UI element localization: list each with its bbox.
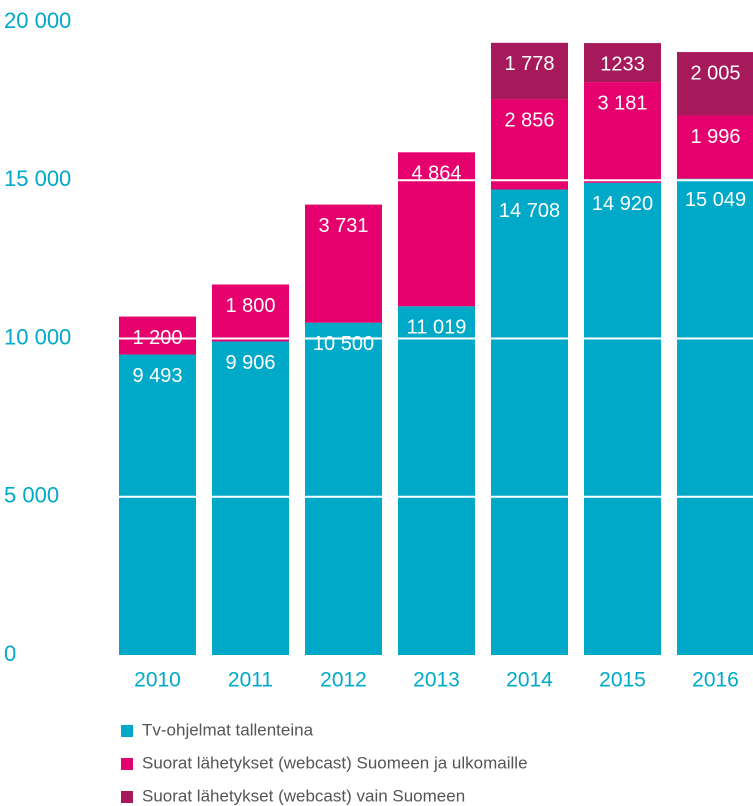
bar-segment xyxy=(212,341,289,655)
bar-segment xyxy=(305,204,382,323)
bar-segment xyxy=(677,178,753,655)
bar-segment xyxy=(119,316,196,355)
data-label: 1 800 xyxy=(225,295,275,317)
x-tick-label: 2015 xyxy=(599,669,646,692)
legend-label: Tv-ohjelmat tallenteina xyxy=(142,720,314,739)
data-label: 3 731 xyxy=(318,215,368,237)
bar-segment xyxy=(119,354,196,655)
bar-segment xyxy=(305,322,382,655)
bar-segment xyxy=(398,152,475,307)
y-tick-label: 10 000 xyxy=(4,324,71,349)
legend-swatch xyxy=(121,791,133,803)
bar-segment xyxy=(491,189,568,655)
bar-segment xyxy=(584,43,661,83)
bar-segment xyxy=(398,306,475,655)
x-tick-label: 2014 xyxy=(506,669,553,692)
data-label: 1 996 xyxy=(690,126,740,148)
data-label: 9 906 xyxy=(225,352,275,374)
x-tick-label: 2013 xyxy=(413,669,460,692)
data-label: 2 856 xyxy=(504,109,554,131)
x-tick-label: 2010 xyxy=(134,669,181,692)
data-label: 15 049 xyxy=(685,189,746,211)
legend-swatch xyxy=(121,758,133,770)
data-label: 3 181 xyxy=(597,92,647,114)
bar-segment xyxy=(584,182,661,656)
data-label: 4 864 xyxy=(411,163,461,185)
x-tick-label: 2012 xyxy=(320,669,367,692)
data-label: 11 019 xyxy=(407,317,467,339)
data-label: 10 500 xyxy=(313,333,374,355)
bar-segment xyxy=(491,99,568,190)
legend-swatch xyxy=(121,725,133,737)
bar-segment xyxy=(491,42,568,100)
bar-segment xyxy=(584,82,661,183)
y-tick-label: 15 000 xyxy=(4,166,71,191)
data-label: 1233 xyxy=(600,53,645,75)
data-label: 2 005 xyxy=(690,62,740,84)
bar-segment xyxy=(677,52,753,116)
y-tick-label: 0 xyxy=(4,641,16,666)
legend-label: Suorat lähetykset (webcast) vain Suomeen xyxy=(142,786,465,805)
data-label: 14 708 xyxy=(499,200,560,222)
bar-segment xyxy=(212,284,289,342)
legend-label: Suorat lähetykset (webcast) Suomeen ja u… xyxy=(142,753,528,772)
data-label: 14 920 xyxy=(592,193,653,215)
x-tick-label: 2016 xyxy=(692,669,739,692)
y-tick-label: 20 000 xyxy=(4,8,71,33)
y-tick-label: 5 000 xyxy=(4,483,59,508)
data-label: 9 493 xyxy=(132,365,182,387)
data-label: 1 778 xyxy=(504,53,554,75)
x-tick-label: 2011 xyxy=(228,669,273,692)
bar-segment xyxy=(677,115,753,179)
